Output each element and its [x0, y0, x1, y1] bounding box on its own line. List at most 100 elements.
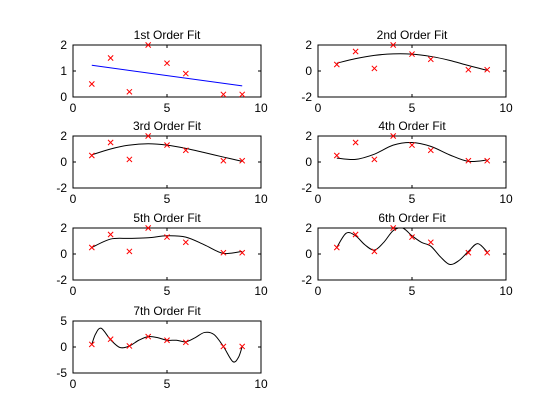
x-tick-label: 0 — [315, 192, 322, 206]
subplot-title: 7th Order Fit — [133, 304, 201, 318]
data-point-marker — [88, 152, 95, 159]
x-tick-label: 10 — [254, 377, 268, 391]
data-point-marker — [427, 147, 434, 154]
data-point-marker — [465, 249, 472, 256]
data-point-marker — [88, 341, 95, 348]
axes-box — [72, 320, 262, 374]
x-tick-label: 0 — [70, 101, 77, 115]
data-point-marker — [182, 147, 189, 154]
x-tick-label: 5 — [409, 192, 416, 206]
data-point-marker — [409, 51, 415, 58]
y-tick-label: 0 — [60, 340, 67, 354]
fit-curve — [336, 141, 488, 163]
data-point-marker — [390, 133, 397, 139]
x-tick-label: 10 — [499, 192, 513, 206]
subplot-title: 4th Order Fit — [378, 119, 446, 133]
y-tick-label: 2 — [60, 129, 67, 143]
data-point-marker — [126, 343, 133, 349]
data-point-marker — [145, 42, 152, 48]
y-tick-label: 2 — [305, 38, 312, 52]
data-point-marker — [333, 244, 340, 251]
y-tick-label: 0 — [60, 155, 67, 169]
data-point-marker — [333, 152, 340, 159]
x-tick-label: 0 — [315, 284, 322, 298]
data-point-marker — [107, 139, 114, 146]
x-tick-label: 5 — [164, 101, 171, 115]
data-point-marker — [164, 337, 170, 344]
subplot-title: 2nd Order Fit — [377, 28, 448, 42]
y-tick-label: -2 — [56, 181, 67, 195]
subplot-title: 6th Order Fit — [378, 211, 446, 225]
y-tick-label: 2 — [60, 221, 67, 235]
data-point-marker — [145, 225, 152, 231]
data-point-marker — [220, 343, 227, 350]
y-tick-label: 0 — [60, 247, 67, 261]
data-point-marker — [182, 239, 189, 246]
data-point-marker — [182, 70, 189, 77]
data-point-marker — [239, 157, 246, 164]
data-point-marker — [220, 157, 227, 164]
fit-curve — [336, 228, 488, 266]
y-tick-label: -2 — [301, 181, 312, 195]
axes-box — [317, 44, 507, 98]
y-tick-label: -2 — [301, 90, 312, 104]
data-point-marker — [164, 142, 170, 149]
y-tick-label: 2 — [60, 38, 67, 52]
data-point-marker — [107, 55, 114, 61]
x-tick-label: 0 — [315, 101, 322, 115]
data-point-marker — [371, 65, 378, 72]
y-tick-label: 0 — [60, 90, 67, 104]
data-point-marker — [409, 142, 415, 149]
fit-curve — [91, 235, 243, 255]
data-point-marker — [465, 157, 472, 164]
y-tick-label: 1 — [60, 64, 67, 78]
x-tick-label: 5 — [409, 284, 416, 298]
data-point-marker — [352, 231, 359, 238]
fit-curve — [91, 64, 243, 87]
x-tick-label: 0 — [70, 192, 77, 206]
data-point-marker — [390, 225, 397, 231]
data-point-marker — [390, 42, 397, 48]
y-tick-label: -2 — [56, 273, 67, 287]
data-point-marker — [164, 60, 170, 67]
data-point-marker — [220, 91, 227, 98]
y-tick-label: 0 — [305, 247, 312, 261]
data-point-marker — [126, 156, 133, 163]
x-tick-label: 5 — [164, 377, 171, 391]
data-point-marker — [484, 157, 491, 164]
data-point-marker — [88, 244, 95, 251]
data-point-marker — [484, 66, 491, 73]
y-tick-label: -5 — [56, 366, 67, 380]
data-point-marker — [126, 248, 133, 255]
axes-box — [72, 44, 262, 98]
subplot-1: 1st Order Fit 0 5 10 0 1 2 — [60, 28, 268, 115]
data-point-marker — [239, 91, 246, 98]
data-point-marker — [371, 248, 378, 255]
y-tick-label: 5 — [60, 314, 67, 328]
x-tick-label: 10 — [499, 101, 513, 115]
data-point-marker — [371, 156, 378, 163]
x-tick-label: 5 — [164, 284, 171, 298]
data-point-marker — [145, 333, 152, 340]
subplot-title: 1st Order Fit — [134, 28, 201, 42]
data-point-marker — [239, 343, 246, 350]
axes-box — [317, 135, 507, 189]
x-tick-label: 10 — [254, 101, 268, 115]
y-tick-label: 0 — [305, 64, 312, 78]
y-tick-label: -2 — [301, 273, 312, 287]
data-point-marker — [126, 88, 133, 95]
data-point-marker — [333, 61, 340, 68]
data-point-marker — [164, 234, 170, 241]
subplot-title: 3rd Order Fit — [133, 119, 202, 133]
data-point-marker — [409, 234, 415, 241]
data-point-marker — [107, 231, 114, 238]
data-point-marker — [352, 139, 359, 146]
axes-box — [72, 135, 262, 189]
data-point-marker — [145, 133, 152, 139]
